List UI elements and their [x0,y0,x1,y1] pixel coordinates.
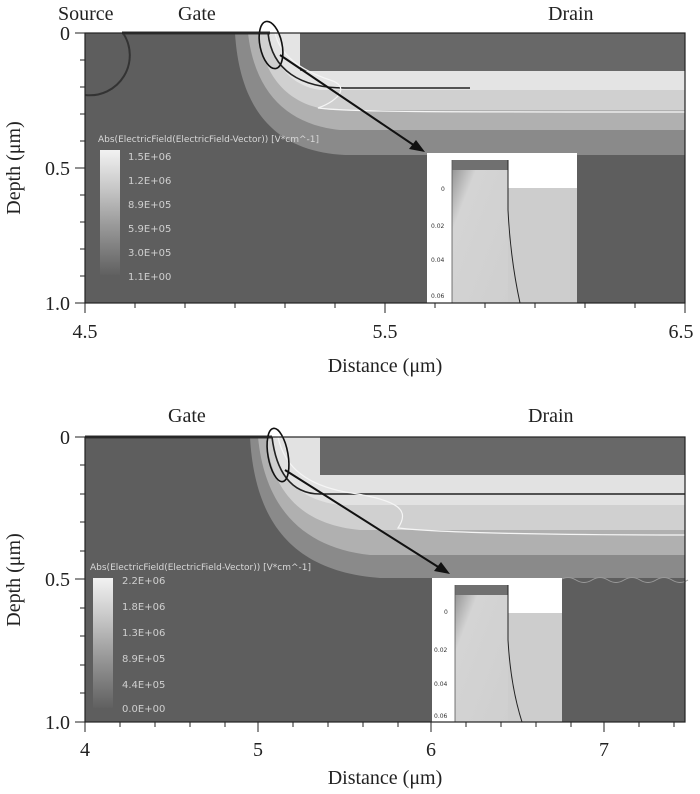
legend-bar-1 [100,150,120,275]
x-tick-label: 5 [253,739,263,761]
channel-strip-1 [300,33,685,71]
y-axis-title: Depth (μm) [3,121,25,214]
arrow-2 [284,469,444,571]
inset-tick: 0.04 [434,681,448,688]
legend-value: 1.3E+06 [122,628,165,639]
highlight-ellipse-1 [258,20,284,70]
y-tick-label: 0.5 [45,158,70,180]
y-tick-label: 0 [60,23,70,45]
highlight-ellipse-2 [266,427,290,483]
x-tick-label: 7 [599,739,609,761]
channel-strip-2 [320,437,685,475]
region-label-gate: Gate [178,3,216,25]
inset-tick: 0.04 [431,257,445,264]
legend-title-2: Abs(ElectricField(ElectricField-Vector))… [90,563,311,573]
legend-value: 1.1E+00 [128,272,171,283]
y-ticks-1 [75,32,85,304]
y-tick-label: 0.5 [45,569,70,591]
y-tick-label: 1.0 [45,293,70,315]
y-tick-label: 0 [60,427,70,449]
x-ticks-1 [84,303,686,313]
region-label-drain: Drain [548,3,594,25]
inset-2: 0 0.02 0.04 0.06 [432,578,562,723]
arrowhead-2 [434,562,450,574]
source-junction-1 [84,32,131,97]
inset-tick: 0 [441,186,445,193]
inset-tick: 0.06 [431,293,445,300]
legend-value: 5.9E+05 [128,224,171,235]
panel-2: Abs(ElectricField(ElectricField-Vector))… [3,405,689,789]
inset-tick: 0.06 [434,713,448,720]
wavy-boundary-2 [559,577,689,583]
x-tick-label: 6 [426,739,436,761]
legend-value: 1.8E+06 [122,602,165,613]
panel-1: Abs(ElectricField(ElectricField-Vector))… [3,3,694,377]
y-ticks-2 [75,436,85,723]
inset-tick: 0 [444,609,448,616]
arrow-1 [279,54,419,149]
white-contour-2 [277,436,686,536]
x-tick-label: 5.5 [373,321,398,343]
legend-value: 1.2E+06 [128,176,171,187]
legend-value: 1.5E+06 [128,152,171,163]
y-tick-label: 1.0 [45,712,70,734]
white-contour-1 [274,32,686,113]
region-label-source: Source [58,3,114,25]
x-ticks-2 [84,722,675,732]
inset-1: 0 0.02 0.04 0.06 [427,153,577,304]
legend-value: 8.9E+05 [122,654,165,665]
inset-tick: 0.02 [431,223,445,230]
arrowhead-1 [409,140,425,152]
legend-value: 3.0E+05 [128,248,171,259]
region-label-drain: Drain [528,405,574,427]
y-axis-title: Depth (μm) [3,533,25,626]
legend-value: 8.9E+05 [128,200,171,211]
legend-value: 2.2E+06 [122,576,165,587]
x-tick-label: 6.5 [669,321,694,343]
legend-value: 0.0E+00 [122,704,165,715]
inset-tick: 0.02 [434,647,448,654]
x-tick-label: 4.5 [73,321,98,343]
legend-bar-2 [93,578,113,708]
legend-value: 4.4E+05 [122,680,165,691]
legend-title-1: Abs(ElectricField(ElectricField-Vector))… [98,135,319,145]
x-tick-label: 4 [80,739,90,761]
x-axis-title: Distance (μm) [328,355,443,377]
junction-line-2 [271,436,685,495]
x-axis-title: Distance (μm) [328,767,443,789]
region-label-gate: Gate [168,405,206,427]
